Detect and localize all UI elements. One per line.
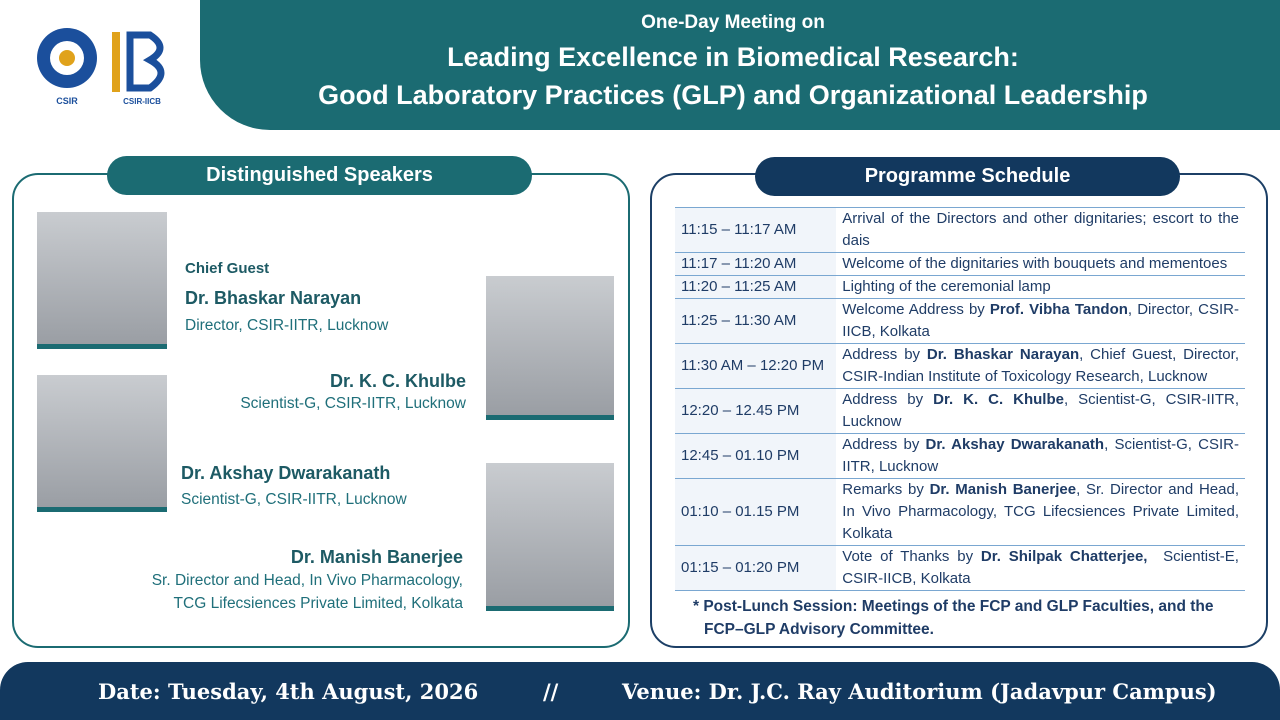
logo-caption: CSIR-IICB [123, 97, 161, 106]
desc-text: Lighting of the ceremonial lamp [842, 278, 1051, 295]
schedule-desc: Welcome Address by Prof. Vibha Tandon, D… [836, 298, 1245, 344]
schedule-note: FCP–GLP Advisory Committee. [704, 621, 934, 638]
schedule-time: 11:15 – 11:17 AM [675, 207, 837, 253]
desc-text: Address by [842, 436, 926, 453]
desc-text: , Sr. Director and Head, In Vivo Pharmac… [842, 481, 1244, 542]
schedule-time: 11:17 – 11:20 AM [675, 252, 837, 276]
speaker-photo [486, 276, 614, 420]
schedule-desc: Lighting of the ceremonial lamp [836, 275, 1245, 299]
highlight-name: Dr. Shilpak Chatterjee, [980, 548, 1148, 565]
schedule-row: 11:20 – 11:25 AM Lighting of the ceremoni… [675, 275, 1245, 299]
speaker-name: Dr. Manish Banerjee [290, 547, 463, 567]
kicker: One-Day Meeting on [641, 12, 825, 33]
speaker-photo [486, 463, 614, 611]
logos: CSIR CSIR-IICB [37, 28, 165, 106]
highlight-name: Dr. Akshay Dwarakanath [925, 436, 1105, 453]
highlight-name: Dr. Bhaskar Narayan [926, 346, 1080, 363]
schedule-row: 11:25 – 11:30 AM Welcome Address by Prof.… [675, 298, 1245, 344]
schedule-desc: Welcome of the dignitaries with bouquets… [836, 252, 1245, 276]
speaker-role: Sr. Director and Head, In Vivo Pharmacol… [151, 572, 463, 589]
schedule-desc: Address by Dr. Bhaskar Narayan, Chief Gu… [836, 343, 1245, 389]
desc-text: Vote of Thanks by [842, 548, 981, 565]
section-heading: Distinguished Speakers [107, 156, 532, 195]
footer-date: Date: Tuesday, 4th August, 2026 [98, 679, 479, 704]
header-banner [200, 0, 1280, 130]
highlight-name: Prof. Vibha Tandon [989, 301, 1128, 318]
schedule-desc: Address by Dr. Akshay Dwarakanath, Scien… [836, 433, 1245, 479]
schedule-row: 11:30 AM – 12:20 PM Address by Dr. Bhaska… [675, 343, 1245, 389]
speaker-role: Director, CSIR-IITR, Lucknow [185, 317, 389, 334]
schedule-time: 11:30 AM – 12:20 PM [675, 343, 837, 389]
schedule-desc: Address by Dr. K. C. Khulbe, Scientist-G… [836, 388, 1245, 434]
desc-text: Address by [842, 346, 927, 363]
title: Leading Excellence in Biomedical Researc… [447, 42, 1019, 72]
schedule-desc: Vote of Thanks by Dr. Shilpak Chatterjee… [836, 545, 1245, 591]
speaker-tag: Chief Guest [185, 260, 270, 277]
iicb-mark [126, 31, 165, 92]
footer-bar [0, 662, 1280, 720]
schedule-time: 11:25 – 11:30 AM [675, 298, 837, 344]
desc-text: Welcome Address by [842, 301, 990, 318]
highlight-name: Dr. K. C. Khulbe [933, 391, 1064, 408]
schedule-desc: Remarks by Dr. Manish Banerjee, Sr. Dire… [836, 478, 1245, 546]
schedule-time: 01:10 – 01.15 PM [675, 478, 837, 546]
schedule-row: 11:15 – 11:17 AM Arrival of the Directors… [675, 207, 1245, 253]
schedule-row: 12:20 – 12.45 PM Address by Dr. K. C. Khu… [675, 388, 1245, 434]
desc-text: Welcome of the dignitaries with bouquets… [842, 255, 1228, 272]
schedule-table: 11:15 – 11:17 AM Arrival of the Directors… [675, 207, 1245, 591]
footer-venue: Venue: Dr. J.C. Ray Auditorium (Jadavpur… [622, 679, 1217, 704]
section-heading: Programme Schedule [755, 157, 1180, 196]
title: Good Laboratory Practices (GLP) and Orga… [318, 80, 1148, 110]
desc-text: , Scientist-G, CSIR-IITR, Lucknow [842, 391, 1244, 430]
speaker-role: Scientist-G, CSIR-IITR, Lucknow [181, 491, 407, 508]
highlight-name: Dr. Manish Banerjee [929, 481, 1077, 498]
footer-separator: // [543, 679, 559, 704]
desc-text: Address by [842, 391, 934, 408]
schedule-row: 11:17 – 11:20 AM Welcome of the dignitari… [675, 252, 1245, 276]
desc-text: , Scientist-G, CSIR-IITR, Lucknow [842, 436, 1239, 475]
schedule-time: 11:20 – 11:25 AM [675, 275, 837, 299]
desc-text: Arrival of the Directors and other digni… [842, 210, 1244, 249]
speaker-role: Scientist-G, CSIR-IITR, Lucknow [240, 395, 466, 412]
speaker-name: Dr. Akshay Dwarakanath [181, 463, 391, 483]
speaker-role: TCG Lifecsiences Private Limited, Kolkat… [173, 595, 463, 612]
schedule-note: * Post-Lunch Session: Meetings of the FC… [693, 598, 1214, 615]
schedule-time: 12:45 – 01.10 PM [675, 433, 837, 479]
speaker-photo [37, 375, 167, 512]
csir-emblem-core [59, 50, 75, 66]
desc-text: Scientist-E, CSIR-IICB, Kolkata [842, 548, 1244, 587]
iicb-mark [112, 32, 120, 92]
speaker-name: Dr. Bhaskar Narayan [185, 288, 362, 308]
schedule-row: 01:10 – 01.15 PM Remarks by Dr. Manish Ba… [675, 478, 1245, 546]
schedule-row: 12:45 – 01.10 PM Address by Dr. Akshay Dw… [675, 433, 1245, 479]
speaker-name: Dr. K. C. Khulbe [329, 371, 466, 391]
speaker-photo [37, 212, 167, 349]
schedule-row: 01:15 – 01:20 PM Vote of Thanks by Dr. Sh… [675, 545, 1245, 591]
logo-caption: CSIR [56, 96, 78, 106]
desc-text: , Director, CSIR-IICB, Kolkata [842, 301, 1239, 340]
desc-text: Remarks by [842, 481, 930, 498]
schedule-time: 12:20 – 12.45 PM [675, 388, 837, 434]
desc-text: , Chief Guest, Director, CSIR-Indian Ins… [842, 346, 1244, 385]
schedule-desc: Arrival of the Directors and other digni… [836, 207, 1245, 253]
schedule-time: 01:15 – 01:20 PM [675, 545, 837, 591]
